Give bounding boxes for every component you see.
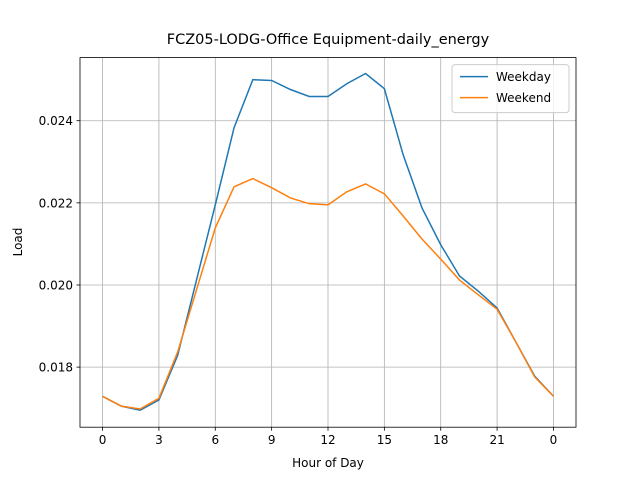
y-tick-label: 0.020 <box>39 278 73 292</box>
x-tick-label: 9 <box>268 433 276 447</box>
legend: Weekday Weekend <box>451 64 570 114</box>
legend-label: Weekday <box>496 70 551 84</box>
x-tick-label: 15 <box>377 433 392 447</box>
x-tick-label: 21 <box>489 433 504 447</box>
y-tick-label: 0.018 <box>39 361 73 375</box>
x-axis-label: Hour of Day <box>292 456 364 470</box>
grid <box>80 57 576 428</box>
series-line <box>102 72 555 412</box>
ticks: 0 3 6 9 12 15 18 21 0 0.018 0.020 0.022 0.024 <box>39 114 558 447</box>
x-tick-label: 12 <box>320 433 335 447</box>
x-tick-label: 0 <box>99 433 107 447</box>
legend-label: Weekend <box>496 91 551 105</box>
x-tick-label: 18 <box>433 433 448 447</box>
series-line <box>102 177 554 410</box>
chart-title: FCZ05-LODG-Office Equipment-daily_energy <box>167 32 490 48</box>
y-tick-label: 0.022 <box>39 196 73 210</box>
lines <box>102 72 555 412</box>
y-tick-label: 0.024 <box>39 114 73 128</box>
x-tick-label: 0 <box>550 433 558 447</box>
y-axis-label: Load <box>11 228 25 257</box>
x-tick-label: 3 <box>155 433 163 447</box>
x-tick-label: 6 <box>211 433 219 447</box>
